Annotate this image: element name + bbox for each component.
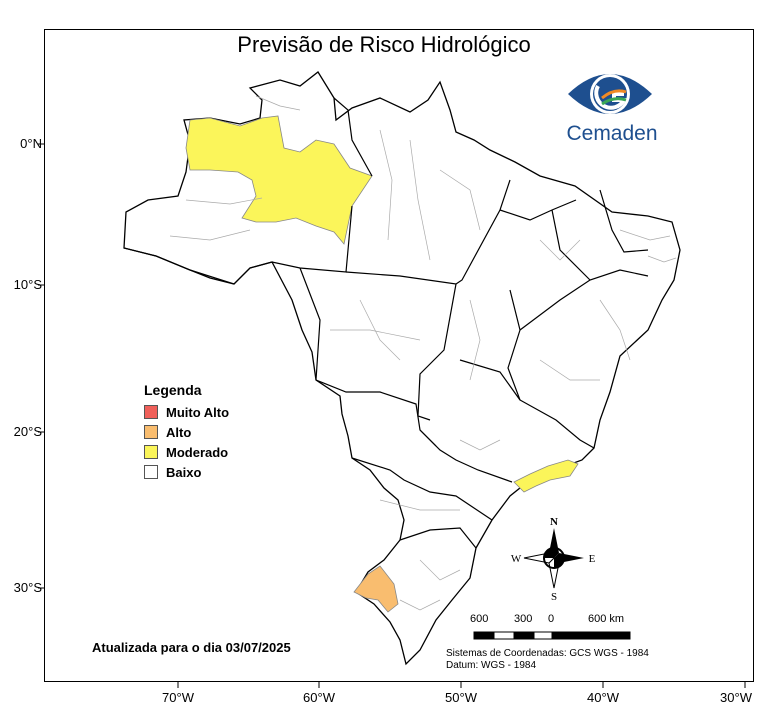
page-title: Previsão de Risco Hidrológico xyxy=(237,32,531,57)
updated-date: Atualizada para o dia 03/07/2025 xyxy=(92,640,291,655)
compass-rose: N S W E xyxy=(511,516,596,603)
coordinate-system: Sistemas de Coordenadas: GCS WGS - 1984 … xyxy=(446,648,649,672)
legend-label: Moderado xyxy=(166,444,229,460)
map-frame xyxy=(44,29,754,682)
legend-item-alto: Alto xyxy=(144,422,229,442)
risk-area-rj-sp xyxy=(513,459,579,493)
legend-swatch xyxy=(144,465,158,479)
lat-label: 20°S xyxy=(13,424,42,439)
legend-label: Muito Alto xyxy=(166,404,230,420)
legend-item-baixo: Baixo xyxy=(144,462,229,482)
risk-area-rs xyxy=(353,565,399,613)
compass-e: E xyxy=(589,553,596,565)
legend-label: Alto xyxy=(166,424,192,440)
lon-label: 40°W xyxy=(587,690,619,705)
lon-label: 60°W xyxy=(303,690,335,705)
region-borders xyxy=(169,95,677,611)
lon-label: 30°W xyxy=(720,690,752,705)
compass-s: S xyxy=(551,591,557,603)
lat-label: 10°S xyxy=(13,277,42,292)
scale-bar xyxy=(473,631,631,640)
lon-label: 50°W xyxy=(445,690,477,705)
legend-swatch xyxy=(144,405,158,419)
cemaden-eye-icon xyxy=(568,74,652,114)
scale-label: 600 km xyxy=(588,613,625,625)
lon-label: 70°W xyxy=(162,690,194,705)
legend-swatch xyxy=(144,425,158,439)
legend-item-moderado: Moderado xyxy=(144,442,229,462)
scale-labels: 600 300 0 600 km xyxy=(466,613,636,627)
legend-label: Baixo xyxy=(166,464,202,480)
lat-label: 0°N xyxy=(20,136,42,151)
scale-label: 300 xyxy=(514,613,533,625)
lat-label: 30°S xyxy=(13,580,42,595)
scale-label: 0 xyxy=(548,613,555,625)
legend-item-muito-alto: Muito Alto xyxy=(144,402,229,422)
legend: Legenda Muito Alto Alto Moderado Baixo xyxy=(144,382,229,482)
logo-text: Cemaden xyxy=(566,122,658,145)
compass-n: N xyxy=(550,516,558,528)
datum-line: Datum: WGS - 1984 xyxy=(446,660,537,671)
coordinate-system-line: Sistemas de Coordenadas: GCS WGS - 1984 xyxy=(446,648,649,659)
risk-area-amazonas xyxy=(185,115,373,245)
legend-title: Legenda xyxy=(144,382,202,398)
state-borders xyxy=(123,97,649,549)
axis-ticks xyxy=(38,143,746,688)
compass-w: W xyxy=(511,553,522,565)
scale-label: 600 xyxy=(470,613,489,625)
legend-swatch xyxy=(144,445,158,459)
